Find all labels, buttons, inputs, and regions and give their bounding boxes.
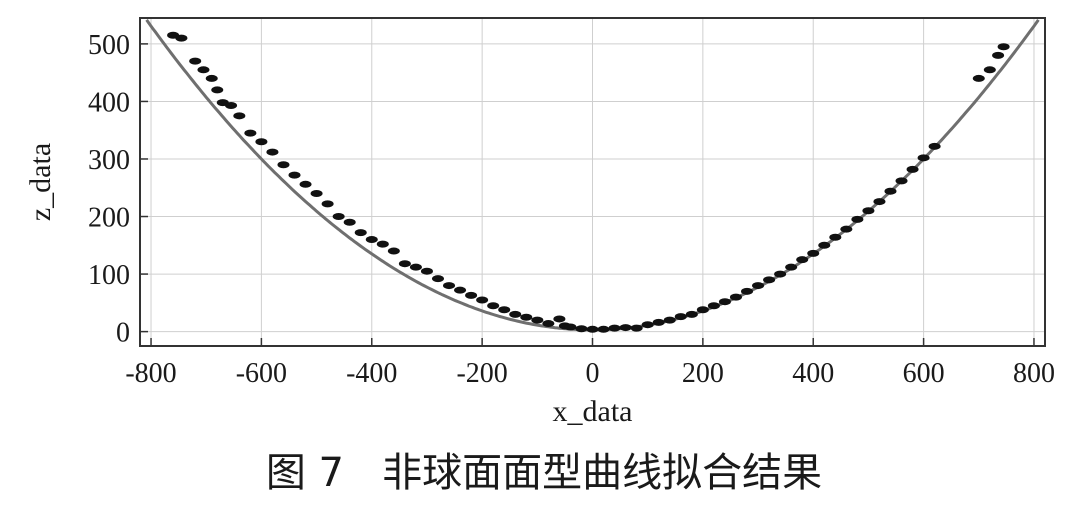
data-point <box>707 302 720 310</box>
x-tick-label: 800 <box>1013 358 1055 389</box>
data-point <box>818 241 831 249</box>
data-point <box>619 324 632 332</box>
data-point <box>895 177 908 185</box>
data-point <box>796 256 809 264</box>
data-point <box>498 306 511 314</box>
data-point <box>884 187 897 195</box>
data-point <box>197 66 210 74</box>
data-point <box>997 43 1010 51</box>
data-point <box>608 324 621 332</box>
data-point <box>343 218 356 226</box>
data-point <box>685 310 698 318</box>
data-point <box>663 316 676 324</box>
y-axis-label: z_data <box>24 143 57 221</box>
data-point <box>873 198 886 206</box>
data-point <box>696 306 709 314</box>
data-point <box>443 282 456 290</box>
data-point <box>431 275 444 283</box>
data-point <box>983 66 996 74</box>
data-point <box>531 316 544 324</box>
data-point <box>906 165 919 173</box>
data-point <box>741 287 754 295</box>
data-point <box>233 112 246 120</box>
x-tick-label: -200 <box>456 358 507 389</box>
data-point <box>992 51 1005 59</box>
y-tick-label: 500 <box>88 30 130 61</box>
data-point <box>310 190 323 198</box>
data-point <box>917 154 930 162</box>
data-point <box>288 171 301 179</box>
data-point <box>409 263 422 271</box>
data-point <box>763 276 776 284</box>
data-point <box>476 296 489 304</box>
data-point <box>851 215 864 223</box>
x-tick-label: 200 <box>682 358 724 389</box>
data-point <box>774 270 787 278</box>
data-point <box>266 148 279 156</box>
data-point <box>729 293 742 301</box>
data-point <box>465 291 478 299</box>
data-point <box>354 229 367 237</box>
y-tick-label: 0 <box>116 318 130 349</box>
data-point <box>718 298 731 306</box>
data-point <box>597 325 610 333</box>
data-point <box>520 313 533 321</box>
data-point <box>454 286 467 294</box>
x-tick-label: 600 <box>903 358 945 389</box>
data-point <box>575 325 588 333</box>
data-point <box>244 129 257 137</box>
data-point <box>376 240 389 248</box>
data-point <box>862 207 875 215</box>
data-point <box>586 325 599 333</box>
grid <box>140 18 1045 346</box>
data-point <box>542 320 555 328</box>
y-tick-label: 400 <box>88 87 130 118</box>
data-point <box>205 74 218 82</box>
data-point <box>189 57 202 65</box>
y-tick-label: 200 <box>88 203 130 234</box>
x-tick-label: -400 <box>346 358 397 389</box>
data-point <box>674 313 687 321</box>
data-point <box>321 200 334 208</box>
x-tick-label: 400 <box>792 358 834 389</box>
data-point <box>829 233 842 241</box>
data-points <box>167 31 1010 333</box>
data-point <box>398 260 411 268</box>
data-point <box>211 86 224 94</box>
data-point <box>807 249 820 257</box>
x-tick-label: 0 <box>586 358 600 389</box>
data-point <box>752 282 765 290</box>
data-point <box>332 213 345 221</box>
data-point <box>840 225 853 233</box>
data-point <box>630 324 643 332</box>
x-tick-label: -800 <box>125 358 176 389</box>
data-point <box>972 74 985 82</box>
x-axis-label: x_data <box>553 395 633 428</box>
data-point <box>299 180 312 188</box>
x-tick-label: -600 <box>236 358 287 389</box>
y-tick-label: 300 <box>88 145 130 176</box>
data-point <box>652 318 665 326</box>
data-point <box>420 267 433 275</box>
data-point <box>509 310 522 318</box>
data-point <box>564 323 577 331</box>
data-point <box>255 138 268 146</box>
data-point <box>175 34 188 42</box>
data-point <box>277 161 290 169</box>
y-tick-label: 100 <box>88 260 130 291</box>
data-point <box>553 315 566 323</box>
data-point <box>928 142 941 150</box>
data-point <box>785 263 798 271</box>
data-point <box>487 302 500 310</box>
figure-caption: 图 7 非球面面型曲线拟合结果 <box>265 450 823 496</box>
data-point <box>641 321 654 329</box>
data-point <box>225 101 238 109</box>
data-point <box>387 247 400 255</box>
data-point <box>365 236 378 244</box>
axis-ticks: -800 -600 -400 -200 0 200 400 600 800 0 100 200 300 4… <box>88 30 1055 389</box>
